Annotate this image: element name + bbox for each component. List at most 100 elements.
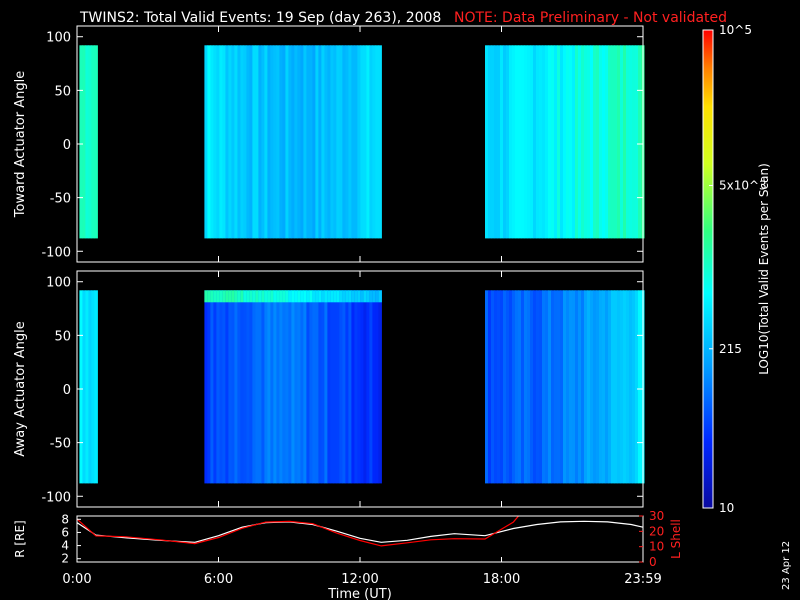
y-tick-label: -50 bbox=[50, 192, 71, 207]
y-tick-label: -100 bbox=[41, 245, 71, 260]
heatmap-band bbox=[300, 290, 304, 303]
heatmap-column bbox=[572, 45, 576, 239]
heatmap-column bbox=[267, 45, 271, 239]
heatmap-column bbox=[485, 290, 489, 484]
heatmap-column bbox=[300, 45, 304, 239]
heatmap-column bbox=[518, 290, 522, 484]
heatmap-band bbox=[306, 290, 310, 303]
heatmap-column bbox=[216, 290, 220, 484]
heatmap-column bbox=[291, 290, 295, 484]
heatmap-band bbox=[351, 290, 355, 303]
heatmap-column bbox=[500, 290, 504, 484]
heatmap-column bbox=[596, 290, 600, 484]
heatmap-column bbox=[491, 45, 495, 239]
heatmap-column bbox=[79, 290, 83, 484]
heatmap-column bbox=[225, 45, 229, 239]
heatmap-band bbox=[318, 290, 322, 303]
heatmap-band bbox=[309, 290, 313, 303]
heatmap-column bbox=[587, 45, 591, 239]
heatmap-column bbox=[288, 290, 292, 484]
plot-area bbox=[77, 516, 643, 562]
r-axis-label: R [RE] bbox=[13, 520, 27, 557]
y-tick-label: -50 bbox=[50, 437, 71, 452]
y-tick-label: -100 bbox=[41, 490, 71, 505]
heatmap-column bbox=[488, 290, 492, 484]
heatmap-column bbox=[240, 45, 244, 239]
heatmap-band bbox=[324, 290, 328, 303]
heatmap-band bbox=[357, 290, 361, 303]
heatmap-column bbox=[512, 290, 516, 484]
heatmap-column bbox=[488, 45, 492, 239]
heatmap-column bbox=[318, 45, 322, 239]
heatmap-column bbox=[542, 290, 546, 484]
heatmap-band bbox=[288, 290, 292, 303]
heatmap-column bbox=[294, 45, 298, 239]
heatmap-band bbox=[375, 290, 379, 303]
heatmap-column bbox=[366, 290, 370, 484]
heatmap-column bbox=[527, 45, 531, 239]
heatmap-column bbox=[626, 45, 630, 239]
heatmap-column bbox=[375, 290, 379, 484]
heatmap-column bbox=[521, 45, 525, 239]
heatmap-column bbox=[623, 290, 627, 484]
heatmap-column bbox=[533, 290, 537, 484]
heatmap-column bbox=[503, 290, 507, 484]
heatmap-column bbox=[572, 290, 576, 484]
heatmap-column bbox=[557, 290, 561, 484]
heatmap-band bbox=[261, 290, 265, 303]
colorbar-tick-label: 10 bbox=[719, 501, 734, 515]
heatmap-column bbox=[497, 290, 501, 484]
heatmap-column bbox=[88, 290, 92, 484]
heatmap-column bbox=[605, 45, 609, 239]
heatmap-column bbox=[240, 290, 244, 484]
heatmap-column bbox=[360, 290, 364, 484]
heatmap-column bbox=[204, 290, 208, 484]
heatmap-column bbox=[216, 45, 220, 239]
heatmap-column bbox=[303, 45, 307, 239]
heatmap-column bbox=[234, 45, 238, 239]
heatmap-column bbox=[545, 45, 549, 239]
heatmap-column bbox=[315, 290, 319, 484]
heatmap-column bbox=[222, 45, 226, 239]
heatmap-column bbox=[366, 45, 370, 239]
heatmap-column bbox=[638, 45, 642, 239]
heatmap-column bbox=[276, 290, 280, 484]
heatmap-column bbox=[635, 45, 639, 239]
heatmap-column bbox=[611, 45, 615, 239]
heatmap-column bbox=[554, 45, 558, 239]
heatmap-column bbox=[285, 290, 289, 484]
heatmap-band bbox=[207, 290, 211, 303]
heatmap-column bbox=[243, 290, 247, 484]
heatmap-column bbox=[369, 45, 373, 239]
heatmap-column bbox=[599, 290, 603, 484]
heatmap-band bbox=[339, 290, 343, 303]
heatmap-column bbox=[339, 45, 343, 239]
heatmap-column bbox=[348, 290, 352, 484]
heatmap-band bbox=[270, 290, 274, 303]
heatmap-column bbox=[575, 45, 579, 239]
heatmap-column bbox=[569, 45, 573, 239]
heatmap-band bbox=[243, 290, 247, 303]
heatmap-column bbox=[518, 45, 522, 239]
heatmap-band bbox=[354, 290, 358, 303]
preliminary-note: NOTE: Data Preliminary - Not validated bbox=[454, 10, 727, 26]
heatmap-column bbox=[225, 290, 229, 484]
heatmap-column bbox=[219, 45, 223, 239]
heatmap-column bbox=[252, 290, 256, 484]
heatmap-column bbox=[372, 290, 376, 484]
heatmap-column bbox=[509, 45, 513, 239]
heatmap-column bbox=[563, 45, 567, 239]
heatmap-column bbox=[554, 290, 558, 484]
heatmap-column bbox=[243, 45, 247, 239]
heatmap-column bbox=[372, 45, 376, 239]
heatmap-band bbox=[222, 290, 226, 303]
colorbar-tick-label: 5x10^3 bbox=[719, 178, 767, 192]
heatmap-column bbox=[506, 290, 510, 484]
heatmap-column bbox=[204, 45, 208, 239]
heatmap-column bbox=[357, 45, 361, 239]
heatmap-band bbox=[210, 290, 214, 303]
colorbar-tick-label: 10^5 bbox=[719, 23, 752, 37]
heatmap-column bbox=[626, 290, 630, 484]
heatmap-column bbox=[210, 290, 214, 484]
